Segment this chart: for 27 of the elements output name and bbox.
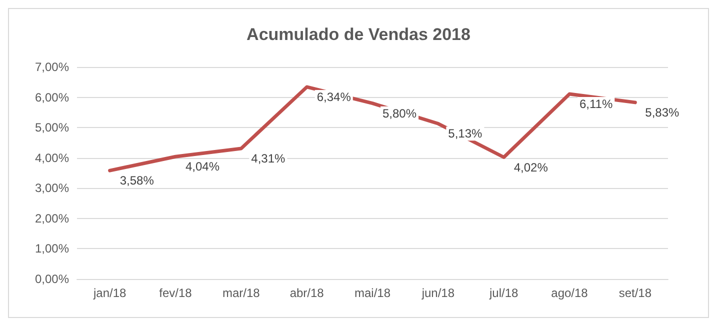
y-tick-label: 3,00% [34, 181, 70, 196]
y-tick-label: 0,00% [34, 272, 70, 286]
x-tick-label: mai/18 [354, 286, 391, 300]
data-label: 4,31% [251, 151, 286, 166]
data-label: 3,58% [120, 174, 154, 188]
data-label: 4,02% [514, 160, 548, 174]
y-tick-label: 4,00% [34, 150, 70, 165]
y-tick-label: 5,00% [34, 120, 70, 135]
y-tick-label: 2,00% [34, 211, 70, 226]
x-tick-label: mar/18 [222, 286, 260, 300]
data-label: 5,83% [645, 105, 680, 120]
data-label: 5,80% [382, 106, 417, 120]
x-tick-label: ago/18 [551, 286, 588, 300]
data-label: 6,34% [316, 90, 352, 104]
y-tick-label: 1,00% [34, 242, 70, 256]
y-tick-label: 6,00% [34, 90, 70, 104]
x-tick-label: set/18 [618, 286, 652, 300]
y-tick-label: 7,00% [34, 60, 70, 74]
x-tick-label: abr/18 [290, 286, 324, 300]
x-tick-label: jun/18 [420, 286, 455, 300]
data-label: 4,04% [186, 160, 220, 174]
chart-title: Acumulado de Vendas 2018 [246, 25, 470, 44]
data-label: 5,13% [448, 126, 483, 141]
x-tick-label: jan/18 [92, 286, 127, 300]
x-tick-label: fev/18 [159, 286, 192, 300]
data-label: 6,11% [580, 96, 613, 111]
x-tick-label: jul/18 [488, 286, 519, 300]
